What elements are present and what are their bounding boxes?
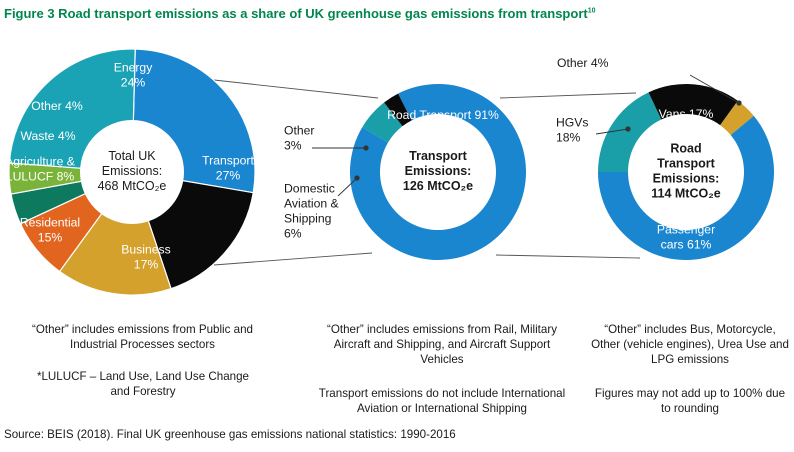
- source-text: Source: BEIS (2018). Final UK greenhouse…: [4, 428, 456, 441]
- slice-label-domestic-aviation-and-shipping: Domestic Aviation & Shipping 6%: [284, 182, 339, 241]
- leader-line-domestic-aviation-and-shipping: [337, 177, 358, 197]
- note-middle-international: Transport emissions do not include Inter…: [318, 387, 566, 415]
- slice-label-agriculture-and-lulucf: Agriculture & LULUCF 8%: [5, 155, 75, 184]
- slice-label-business: Business 17%: [121, 243, 170, 272]
- slice-road-transport: [350, 83, 527, 260]
- slice-label-transport: Transport 27%: [202, 154, 254, 183]
- connector-bottom-1: [213, 252, 373, 266]
- slice-label-waste: Waste 4%: [20, 129, 75, 143]
- total-emissions-pie: Transport 27% Business 17% Residential 15% Agr…: [5, 48, 256, 296]
- slice-label-other: Other 3%: [284, 124, 314, 153]
- note-middle-other: “Other” includes emissions from Rail, Mi…: [327, 323, 557, 366]
- slice-passenger-cars: [598, 115, 774, 260]
- slice-label-other: Other 4%: [557, 56, 609, 70]
- slice-hgvs: [598, 92, 662, 172]
- leader-line-other: [689, 74, 740, 104]
- slice-other: [720, 100, 754, 136]
- connector-bottom-2: [495, 254, 641, 259]
- zoom-connectors: [213, 79, 641, 266]
- transport-emissions-donut: Road Transport 91% Domestic Aviation & Ship…: [284, 83, 527, 260]
- leader-dot-domestic-aviation-and-shipping: [354, 175, 360, 181]
- road-transport-emissions-donut: Other 4% Passenger cars 61% HGVs 18% Vans 17%…: [556, 56, 774, 260]
- center-label: Road Transport Emissions: 114 MtCO₂e: [651, 142, 721, 201]
- figure-title-ref: 10: [587, 7, 596, 15]
- note-right-rounding: Figures may not add up to 100% due to ro…: [594, 387, 786, 415]
- center-label: Transport Emissions: 126 MtCO₂e: [403, 149, 473, 193]
- figure-title-text: Figure 3 Road transport emissions as a s…: [4, 6, 588, 21]
- slice-label-energy: Energy 24%: [114, 61, 154, 90]
- slice-domestic-aviation-and-shipping: [362, 102, 403, 143]
- center-label: Total UK Emissions: 468 MtCO₂e: [98, 149, 167, 193]
- connector-top-1: [213, 79, 379, 99]
- slice-label-vans: Vans 17%: [659, 107, 714, 121]
- connector-top-2: [499, 92, 637, 99]
- slice-other: [384, 93, 412, 127]
- slice-residential: [58, 170, 172, 296]
- slice-label-other: Other 4%: [31, 99, 83, 113]
- slice-label-passenger-cars: Passenger cars 61%: [657, 223, 715, 252]
- slice-label-road-transport: Road Transport 91%: [387, 108, 499, 122]
- figure-title: Figure 3 Road transport emissions as a s…: [4, 6, 790, 21]
- center-hole: [80, 120, 184, 224]
- note-left-other: “Other” includes emissions from Public a…: [31, 323, 253, 351]
- note-right-other: “Other” includes Bus, Motorcycle, Other …: [591, 323, 789, 366]
- leader-dot-hgvs: [625, 126, 631, 132]
- leader-line-hgvs: [595, 128, 629, 135]
- slice-label-residential: Residential 15%: [20, 216, 80, 245]
- slice-label-hgvs: HGVs 18%: [556, 116, 589, 145]
- note-left-lulucf: *LULUCF – Land Use, Land Use Change and …: [36, 370, 250, 398]
- slice-vans: [648, 84, 738, 126]
- leader-dot-other: [736, 100, 742, 106]
- leader-dot-other: [363, 145, 369, 151]
